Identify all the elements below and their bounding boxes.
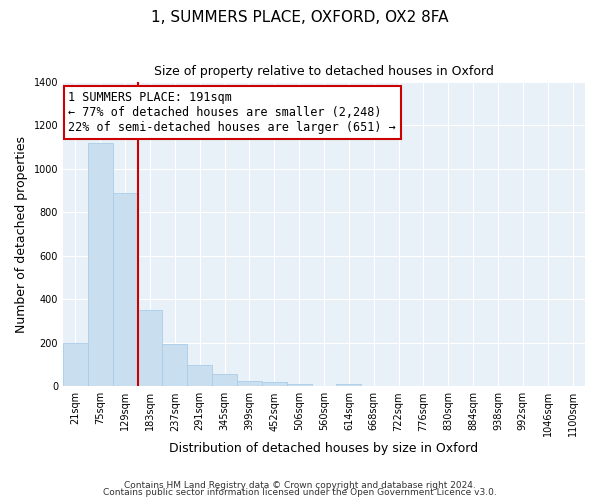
- Text: Contains HM Land Registry data © Crown copyright and database right 2024.: Contains HM Land Registry data © Crown c…: [124, 480, 476, 490]
- Bar: [212, 374, 237, 386]
- Bar: [137, 310, 163, 386]
- Bar: [237, 381, 262, 386]
- Bar: [88, 143, 113, 386]
- Bar: [187, 364, 212, 386]
- Text: 1 SUMMERS PLACE: 191sqm
← 77% of detached houses are smaller (2,248)
22% of semi: 1 SUMMERS PLACE: 191sqm ← 77% of detache…: [68, 91, 396, 134]
- Title: Size of property relative to detached houses in Oxford: Size of property relative to detached ho…: [154, 65, 494, 78]
- Text: Contains public sector information licensed under the Open Government Licence v3: Contains public sector information licen…: [103, 488, 497, 497]
- Bar: [63, 343, 88, 386]
- X-axis label: Distribution of detached houses by size in Oxford: Distribution of detached houses by size …: [169, 442, 479, 455]
- Text: 1, SUMMERS PLACE, OXFORD, OX2 8FA: 1, SUMMERS PLACE, OXFORD, OX2 8FA: [151, 10, 449, 25]
- Bar: [337, 384, 361, 386]
- Bar: [113, 193, 137, 386]
- Bar: [287, 384, 311, 386]
- Bar: [163, 344, 187, 387]
- Y-axis label: Number of detached properties: Number of detached properties: [15, 136, 28, 332]
- Bar: [262, 382, 287, 386]
